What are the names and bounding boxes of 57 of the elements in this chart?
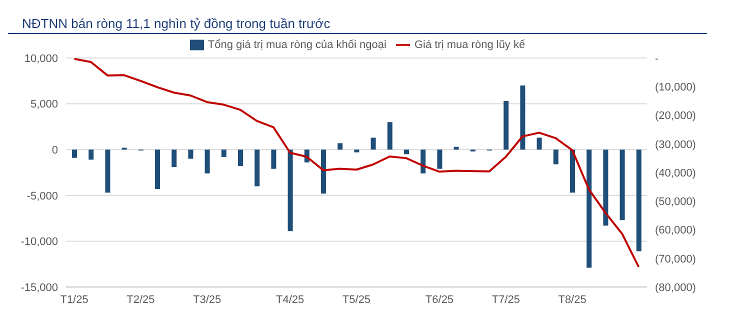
x-tick-label: T5/25 [342,294,371,306]
y2-tick-label: (60,000) [655,224,696,237]
y2-tick-label: (20,000) [655,110,696,122]
y-tick-label: 0 [52,144,58,157]
bar [504,101,509,150]
chart-title: NĐTNN bán ròng 11,1 nghìn tỷ đồng trong tuần trước [8,8,707,34]
bar [636,150,642,252]
y2-tick-label: (80,000) [655,282,696,294]
line-series [73,58,640,268]
bar [88,150,94,160]
bar [387,122,392,150]
bar [536,138,542,150]
bar [172,150,177,168]
bar [155,150,160,189]
bar [188,150,194,159]
bar [603,150,608,226]
y2-tick-label: (40,000) [655,167,696,180]
y-tick-label: 5,000 [30,98,58,111]
bar [404,150,409,154]
bar [321,150,326,194]
x-tick-label: T8/25 [558,294,586,306]
legend-label: Giá trị mua ròng lũy kế [414,38,526,51]
x-tick-label: T3/25 [193,294,222,306]
bar [553,150,558,164]
y2-tick-label: (70,000) [655,253,696,266]
bar [271,150,276,169]
y-tick-label: -15,000 [20,282,58,294]
bar [254,150,260,186]
bar [420,150,426,174]
bar [620,150,625,220]
x-tick-label: T4/25 [276,294,304,306]
x-tick-label: T7/25 [492,294,520,306]
y2-tick-label: - [655,52,659,65]
y-tick-label: 10,000 [24,52,58,65]
bar [437,150,442,169]
bar [454,146,459,150]
bar [72,150,77,158]
y2-tick-label: (10,000) [655,82,696,94]
bar [354,150,360,152]
bar [520,85,526,150]
bar [288,150,293,232]
y2-tick-label: (30,000) [655,138,696,151]
bar [204,150,210,174]
bar [570,150,575,193]
y-tick-label: -5,000 [26,190,58,202]
x-tick-label: T6/25 [425,294,454,306]
bar [338,143,343,150]
legend-label: Tổng giá trị mua ròng của khối ngoại [208,38,386,51]
x-tick-label: T1/25 [60,294,88,306]
y-tick-label: -10,000 [20,236,58,248]
bar [221,150,226,157]
bar [370,138,376,150]
bar [586,150,592,268]
bar [105,150,110,193]
bar [238,150,243,166]
y2-tick-label: (50,000) [655,196,696,208]
x-tick-label: T2/25 [126,294,155,306]
